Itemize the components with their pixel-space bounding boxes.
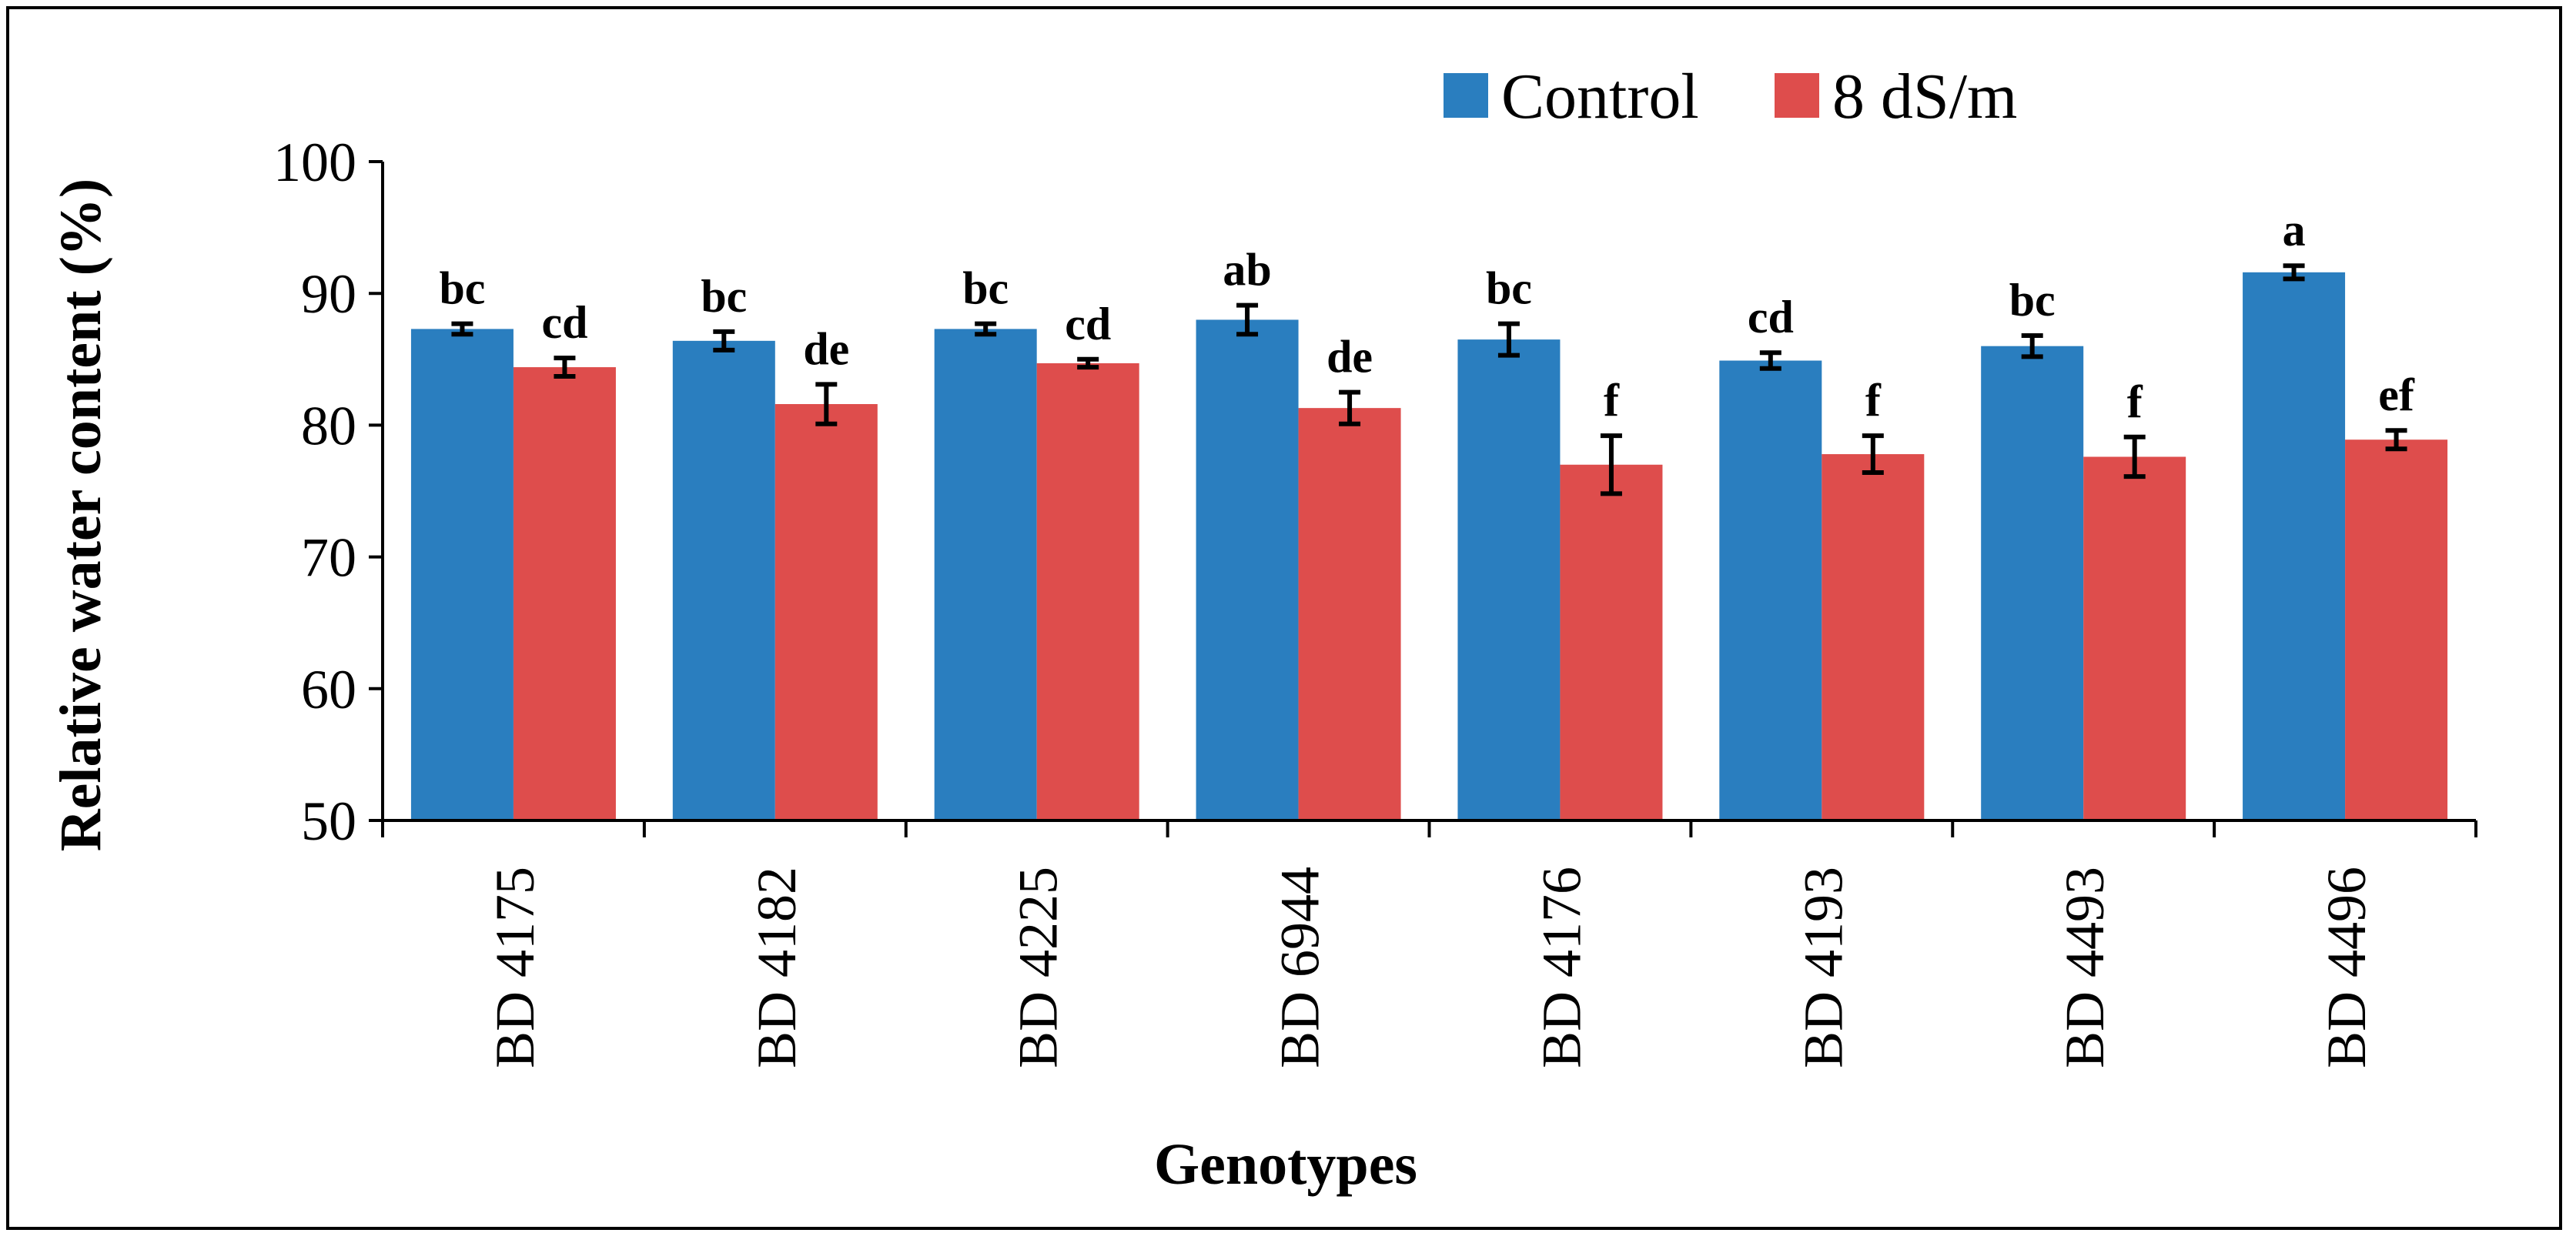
bar-8ds-bd-4182 <box>774 404 878 820</box>
significance-label-8ds-bd-4176: f <box>1604 375 1620 426</box>
x-tick-label: BD 4182 <box>746 867 808 1068</box>
error-bar-8ds-bd-4175 <box>554 356 576 379</box>
significance-label-8ds-bd-4175: cd <box>541 297 587 348</box>
legend-label-control: Control <box>1501 61 1699 132</box>
legend: Control 8 dS/m <box>1444 61 2017 132</box>
significance-label-control-bd-4493: bc <box>2009 275 2056 326</box>
bar-control-bd-4496 <box>2243 272 2346 821</box>
y-axis-title: Relative water content (%) <box>49 179 113 851</box>
significance-label-8ds-bd-4493: f <box>2127 376 2143 427</box>
bar-control-bd-4176 <box>1457 339 1561 820</box>
error-bar-control-bd-4176 <box>1497 321 1520 358</box>
significance-label-8ds-bd-4182: de <box>803 323 849 374</box>
y-tick-label: 70 <box>301 527 356 589</box>
x-tick-label: BD 4175 <box>484 867 546 1068</box>
error-bars-layer <box>451 263 2407 496</box>
significance-label-control-bd-4496: a <box>2283 205 2306 256</box>
significance-label-control-bd-4175: bc <box>439 263 485 314</box>
y-tick-label: 50 <box>301 790 356 852</box>
significance-label-control-bd-4193: cd <box>1748 292 1794 342</box>
bar-8ds-bd-4175 <box>513 367 616 820</box>
x-tick-label: BD 6944 <box>1270 867 1331 1068</box>
error-bar-control-bd-4225 <box>975 321 997 337</box>
error-bar-control-bd-6944 <box>1236 302 1259 337</box>
error-bar-8ds-bd-4225 <box>1077 356 1099 370</box>
error-bar-8ds-bd-4193 <box>1862 433 1884 476</box>
significance-label-control-bd-6944: ab <box>1223 245 1271 296</box>
error-bar-8ds-bd-4182 <box>815 382 838 426</box>
bar-8ds-bd-4225 <box>1036 363 1139 820</box>
bar-8ds-bd-4193 <box>1822 454 1925 820</box>
x-tick-label: BD 4193 <box>1792 867 1854 1068</box>
significance-label-control-bd-4182: bc <box>701 271 747 322</box>
y-tick-label: 100 <box>273 132 356 193</box>
x-tick-label: BD 4225 <box>1008 867 1069 1068</box>
bar-8ds-bd-4496 <box>2345 439 2448 820</box>
bar-8ds-bd-4493 <box>2083 456 2186 820</box>
error-bar-8ds-bd-4496 <box>2385 428 2407 452</box>
bar-8ds-bd-6944 <box>1298 408 1401 820</box>
legend-swatch-8ds <box>1775 73 1819 118</box>
bar-control-bd-4225 <box>934 329 1037 820</box>
y-tick-label: 60 <box>301 659 356 720</box>
x-tick-labels-layer: BD 4175 BD 4182 BD 4225 BD 6944 BD 4176 BD 41… <box>484 867 2377 1068</box>
x-axis-title: Genotypes <box>1154 1132 1417 1197</box>
axes-layer <box>369 160 2477 837</box>
legend-swatch-control <box>1444 73 1488 118</box>
error-bar-8ds-bd-4493 <box>2123 434 2146 479</box>
significance-label-control-bd-4176: bc <box>1486 263 1532 314</box>
bar-control-bd-6944 <box>1196 319 1299 820</box>
significance-label-8ds-bd-4225: cd <box>1065 299 1111 349</box>
significance-label-8ds-bd-4496: ef <box>2378 369 2415 420</box>
error-bar-control-bd-4175 <box>451 321 473 337</box>
error-bar-8ds-bd-6944 <box>1339 389 1361 426</box>
error-bar-control-bd-4496 <box>2283 263 2305 282</box>
error-bar-8ds-bd-4176 <box>1600 433 1622 496</box>
significance-labels-layer: bc cd bc de bc cd ab de bc f cd f bc f a ef <box>439 205 2414 427</box>
bar-control-bd-4493 <box>1981 346 2084 820</box>
bar-8ds-bd-4176 <box>1560 464 1663 820</box>
significance-label-control-bd-4225: bc <box>962 263 1009 314</box>
significance-label-8ds-bd-6944: de <box>1326 332 1373 383</box>
x-tick-label: BD 4176 <box>1531 867 1592 1068</box>
error-bar-control-bd-4493 <box>2021 332 2043 359</box>
error-bar-control-bd-4193 <box>1759 350 1781 371</box>
x-tick-label: BD 4493 <box>2054 867 2116 1068</box>
y-tick-label: 80 <box>301 395 356 456</box>
x-tick-label: BD 4496 <box>2316 867 2377 1068</box>
legend-label-8ds: 8 dS/m <box>1832 61 2017 132</box>
significance-label-8ds-bd-4193: f <box>1865 375 1882 426</box>
bar-control-bd-4182 <box>672 340 775 820</box>
y-tick-labels-layer: 50 60 70 80 90 100 <box>273 132 356 852</box>
bar-control-bd-4193 <box>1719 360 1822 821</box>
y-tick-label: 90 <box>301 263 356 325</box>
error-bar-control-bd-4182 <box>713 329 735 353</box>
bar-control-bd-4175 <box>410 329 514 820</box>
bars-layer <box>410 272 2448 821</box>
